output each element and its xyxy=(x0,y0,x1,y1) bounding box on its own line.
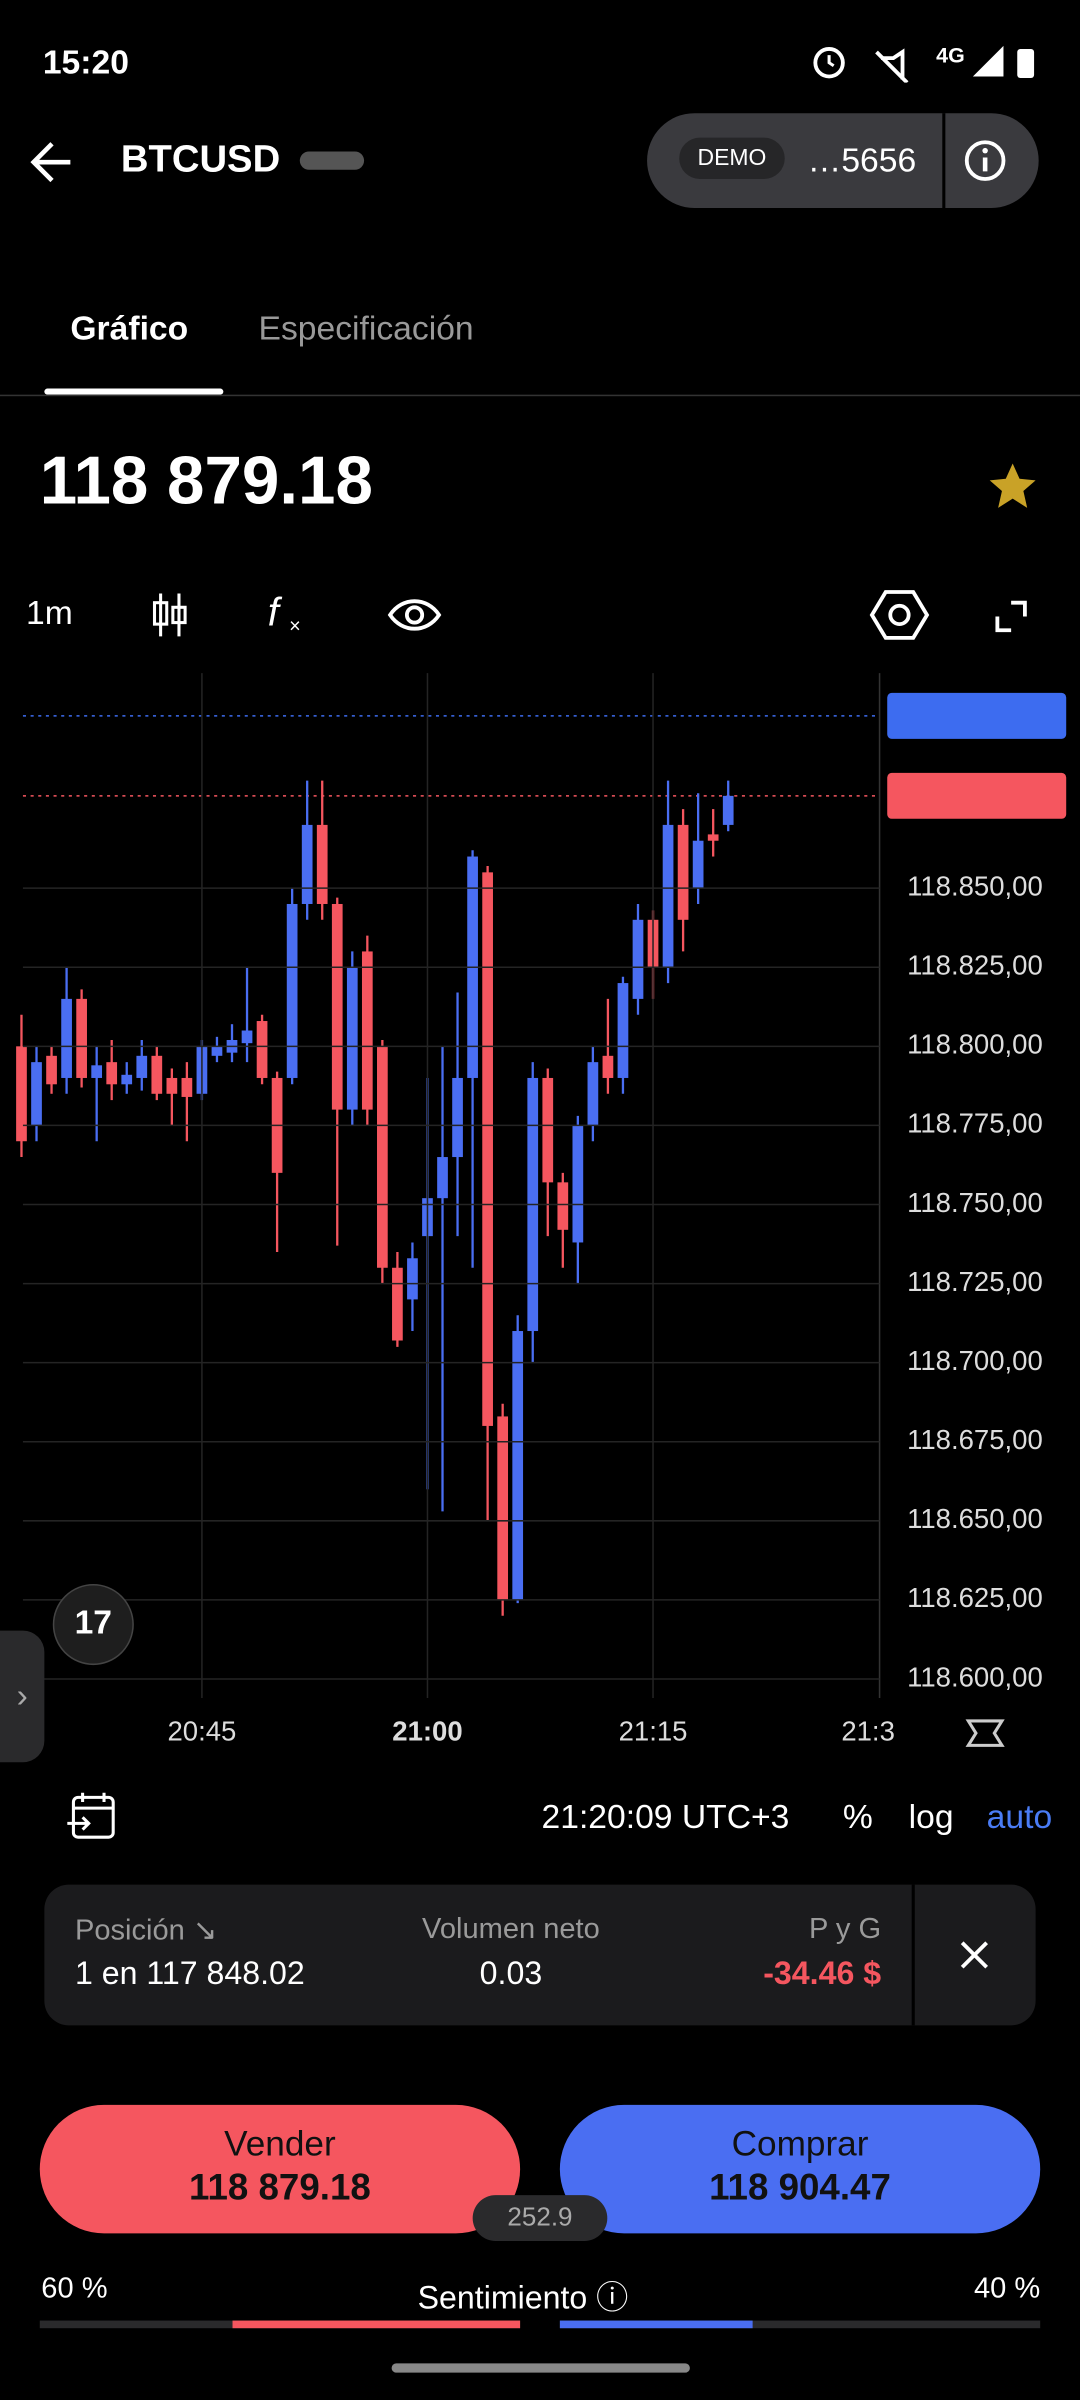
price-chart: 118.879,18118.904,4721:321:1521:0020:451… xyxy=(16,673,1067,1747)
network: 4G xyxy=(936,42,965,68)
position-panel xyxy=(44,1884,1036,2026)
sell-track xyxy=(39,2320,521,2329)
y-tick-label: 118.675,00 xyxy=(907,1424,1043,1455)
buy-label: Comprar xyxy=(731,2123,869,2163)
percent-toggle[interactable]: % xyxy=(842,1797,873,1836)
svg-text:×: × xyxy=(289,615,301,637)
sell-button[interactable]: Vender 118 879.18 xyxy=(39,2104,521,2234)
buy-bar xyxy=(559,2320,752,2329)
sentiment-title: Sentimiento ⓘ xyxy=(417,2280,629,2316)
close-position[interactable] xyxy=(958,1938,992,1972)
goto-date[interactable] xyxy=(64,1790,119,1842)
x-tick-label: 21:00 xyxy=(392,1715,462,1746)
side-handle[interactable]: › xyxy=(0,1630,45,1763)
y-tick-label: 118.800,00 xyxy=(907,1029,1043,1060)
auto-toggle[interactable]: auto xyxy=(986,1797,1053,1836)
tab-spec[interactable]: Especificación xyxy=(258,308,474,348)
x-tick-label-cut: 21:3 xyxy=(841,1715,895,1746)
info-button[interactable] xyxy=(961,136,1010,185)
tab-chart[interactable]: Gráfico xyxy=(70,308,189,348)
favorite-star[interactable] xyxy=(987,462,1039,511)
price-label-box xyxy=(887,692,1067,739)
price: 118 879.18 xyxy=(39,443,373,519)
y-tick-label: 118.700,00 xyxy=(907,1345,1043,1376)
chart-settings[interactable] xyxy=(869,587,1053,642)
x-tick-label: 20:45 xyxy=(167,1715,236,1746)
interval[interactable]: 1m xyxy=(26,593,73,632)
y-tick-label: 118.650,00 xyxy=(907,1503,1043,1534)
spread: 252.9 xyxy=(472,2195,608,2242)
buy-sentiment: 40 % xyxy=(973,2273,1041,2306)
status-time: 15:20 xyxy=(42,42,129,82)
buy-button[interactable]: Comprar 118 904.47 xyxy=(559,2104,1041,2234)
y-tick-label: 118.625,00 xyxy=(907,1582,1043,1613)
buy-track xyxy=(559,2320,1041,2329)
sell-price: 118 879.18 xyxy=(189,2167,371,2209)
volume-value: 0.03 xyxy=(479,1956,543,1992)
y-tick-label: 118.825,00 xyxy=(907,950,1043,981)
svg-text:17: 17 xyxy=(75,1604,112,1641)
home-indicator xyxy=(391,2363,690,2373)
buy-price: 118 904.47 xyxy=(709,2167,891,2209)
account-type: DEMO xyxy=(679,137,785,179)
back-button[interactable] xyxy=(28,138,77,187)
account-number: …5656 xyxy=(807,140,917,179)
pnl-label: P y G xyxy=(808,1913,882,1946)
status-icons xyxy=(813,45,1035,83)
position-value: 1 en 117 848.02 xyxy=(74,1956,305,1992)
chart-time: 21:20:09 UTC+3 xyxy=(541,1797,790,1836)
sell-label: Vender xyxy=(224,2123,336,2163)
y-tick-label: 118.750,00 xyxy=(907,1187,1043,1218)
toolbar-icons[interactable]: f × xyxy=(145,587,466,642)
panel-divider xyxy=(911,1884,915,2026)
price-label-box xyxy=(887,772,1067,819)
pnl-value: -34.46 $ xyxy=(763,1956,882,1992)
divider xyxy=(942,113,946,209)
log-toggle[interactable]: log xyxy=(908,1797,954,1836)
sell-bar xyxy=(231,2320,521,2329)
volume-label: Volumen neto xyxy=(422,1913,600,1946)
x-tick-label: 21:15 xyxy=(619,1715,688,1746)
sentiment-title-text: Sentimiento xyxy=(417,2280,588,2316)
position-label: Posición ↘ xyxy=(74,1915,218,1948)
tab-indicator xyxy=(44,388,224,395)
symbol: BTCUSD xyxy=(120,137,281,181)
symbol-badge xyxy=(299,151,365,170)
sell-sentiment: 60 % xyxy=(41,2273,108,2306)
y-tick-label: 118.775,00 xyxy=(907,1108,1043,1139)
y-tick-label: 118.850,00 xyxy=(907,870,1043,901)
y-tick-label: 118.725,00 xyxy=(907,1266,1043,1297)
position-label-text: Posición xyxy=(74,1915,185,1948)
tab-border xyxy=(0,394,1080,397)
y-tick-label: 118.600,00 xyxy=(907,1661,1043,1692)
